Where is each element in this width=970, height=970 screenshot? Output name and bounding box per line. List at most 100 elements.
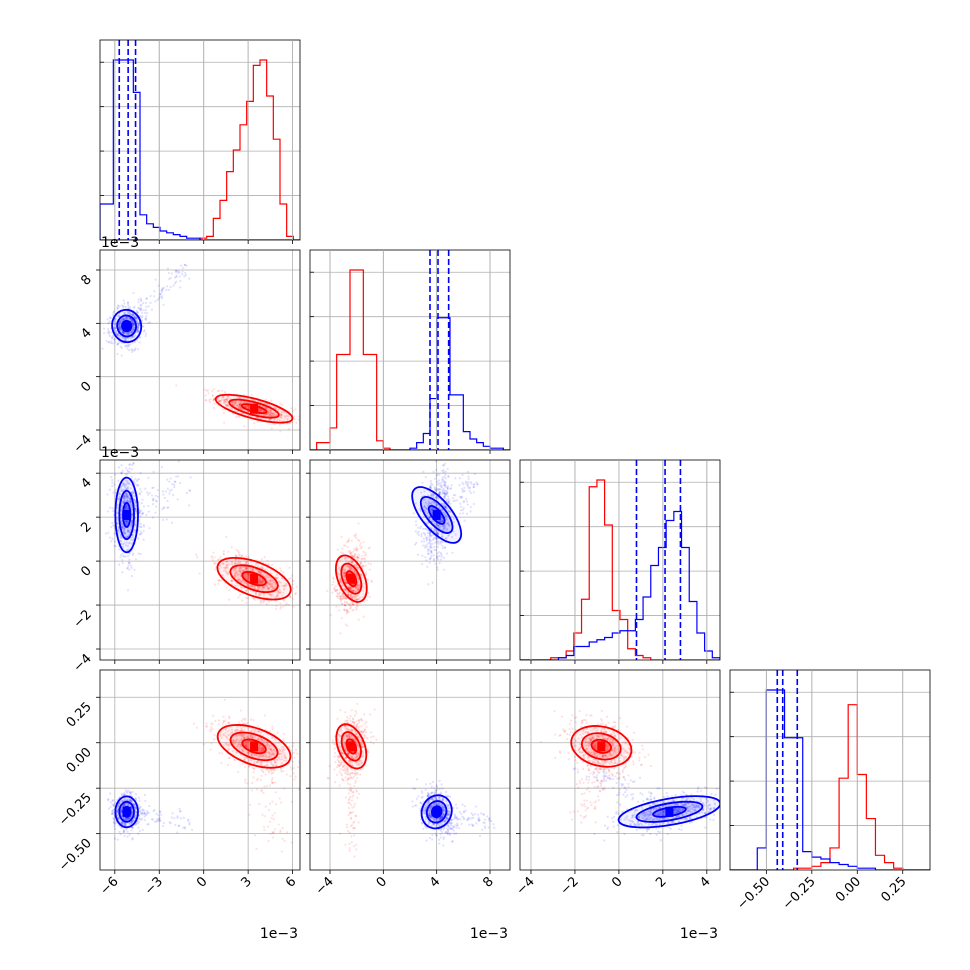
- series-b-point: [235, 751, 238, 754]
- series-b-point: [296, 766, 300, 769]
- series-b-point: [240, 400, 243, 403]
- series-b-point: [278, 423, 281, 426]
- series-b-point: [243, 734, 246, 737]
- series-a-point: [173, 817, 176, 820]
- series-b-point: [231, 731, 234, 734]
- series-a-point: [118, 305, 121, 308]
- series-b-point: [295, 748, 298, 752]
- series-a-point: [125, 499, 129, 502]
- series-a-point: [132, 552, 135, 555]
- series-b-point: [240, 738, 244, 741]
- series-b-point: [256, 588, 259, 591]
- series-b-point: [225, 560, 228, 563]
- series-b-point: [213, 562, 216, 565]
- series-b-point: [353, 553, 357, 556]
- series-a-point: [138, 336, 142, 339]
- series-b-point: [340, 580, 343, 583]
- series-a-point: [148, 321, 152, 324]
- series-b-point: [228, 563, 231, 566]
- series-b-point: [258, 743, 261, 746]
- series-b-point: [348, 587, 351, 590]
- series-b-point: [244, 561, 248, 564]
- series-a-point: [151, 494, 154, 497]
- series-a-point: [146, 810, 149, 813]
- series-b-point: [255, 778, 258, 782]
- series-b-point: [234, 400, 237, 403]
- series-b-point: [279, 602, 282, 605]
- series-b-point: [260, 566, 263, 569]
- series-a-point: [130, 331, 133, 335]
- series-a-point: [127, 333, 130, 336]
- series-b-point: [287, 414, 291, 417]
- series-a-point: [143, 812, 146, 815]
- series-b-point: [291, 580, 294, 583]
- series-b-point: [272, 752, 275, 755]
- series-b-point: [267, 413, 271, 416]
- series-b-point: [358, 584, 361, 587]
- series-b-point: [256, 760, 259, 763]
- series-b-point: [245, 743, 248, 746]
- series-b-point: [278, 747, 281, 751]
- series-b-point: [340, 602, 343, 605]
- series-a-point: [131, 826, 134, 830]
- histogram-series-a: [730, 689, 930, 870]
- series-a-point: [126, 529, 129, 532]
- series-a-point: [120, 810, 123, 813]
- series-b-point: [279, 752, 282, 755]
- series-b-point: [273, 769, 276, 772]
- series-b-point: [288, 746, 291, 749]
- series-b-point: [211, 722, 214, 725]
- series-a-point: [126, 311, 130, 314]
- series-b-point: [261, 585, 264, 589]
- series-b-point: [205, 389, 208, 392]
- series-b-point: [258, 587, 261, 590]
- series-b-point: [356, 558, 360, 561]
- series-a-point: [128, 317, 132, 320]
- series-a-point: [111, 812, 114, 815]
- series-b-point: [355, 574, 359, 577]
- series-b-point: [280, 761, 284, 765]
- series-b-point: [275, 573, 279, 577]
- series-a-point: [176, 815, 179, 818]
- series-b-point: [195, 726, 199, 729]
- series-a-point: [107, 328, 110, 331]
- series-b-point: [237, 415, 240, 418]
- series-b-point: [267, 408, 270, 411]
- series-a-point: [127, 344, 130, 347]
- series-b-point: [268, 403, 271, 407]
- series-a-point: [120, 814, 123, 817]
- series-b-point: [350, 560, 353, 564]
- series-b-point: [253, 753, 256, 757]
- series-b-point: [256, 777, 260, 780]
- series-a-point: [150, 308, 154, 311]
- series-b-point: [307, 428, 309, 430]
- series-b-point: [261, 588, 265, 591]
- series-b-point: [249, 736, 252, 739]
- series-b-point: [267, 751, 271, 755]
- series-a-point: [123, 804, 126, 807]
- series-b-point: [240, 727, 243, 730]
- series-b-point: [227, 721, 231, 724]
- series-b-point: [271, 593, 274, 596]
- series-a-point: [124, 336, 127, 340]
- series-a-point: [123, 792, 126, 795]
- series-b-point: [345, 589, 348, 592]
- series-a-point: [159, 293, 162, 296]
- series-a-point: [143, 811, 146, 815]
- series-b-point: [257, 570, 261, 574]
- series-b-point: [265, 574, 268, 577]
- series-a-point: [125, 317, 128, 320]
- series-b-point: [298, 415, 300, 418]
- series-b-point: [240, 566, 243, 569]
- series-b-point: [343, 575, 346, 578]
- series-b-point: [236, 729, 240, 732]
- series-b-point: [245, 560, 248, 563]
- series-a-point: [162, 286, 165, 289]
- series-a-point: [126, 567, 129, 570]
- series-b-point: [262, 414, 265, 417]
- series-a-point: [124, 506, 128, 509]
- series-a-point: [133, 498, 136, 501]
- series-a-point: [143, 794, 147, 797]
- series-a-point: [109, 805, 112, 809]
- series-b-point: [365, 598, 368, 602]
